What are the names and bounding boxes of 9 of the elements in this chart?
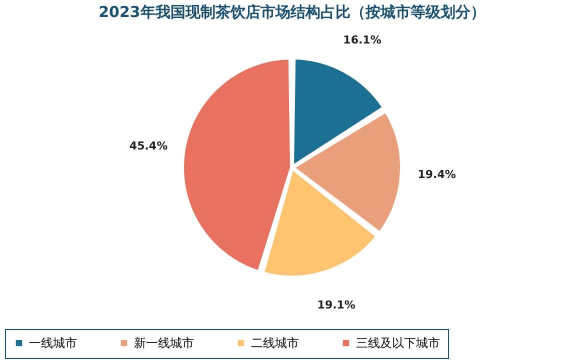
- data-label: 45.4%: [129, 140, 168, 153]
- legend-label: 一线城市: [29, 336, 77, 350]
- legend-label: 新一线城市: [134, 336, 194, 350]
- legend-label: 二线城市: [251, 336, 299, 350]
- data-label: 16.1%: [343, 34, 382, 47]
- data-label: 19.1%: [317, 298, 356, 312]
- legend-label: 三线及以下城市: [356, 336, 440, 350]
- chart-title: 2023年我国现制茶饮店市场结构占比（按城市等级划分）: [98, 3, 486, 21]
- data-label: 19.4%: [418, 168, 456, 181]
